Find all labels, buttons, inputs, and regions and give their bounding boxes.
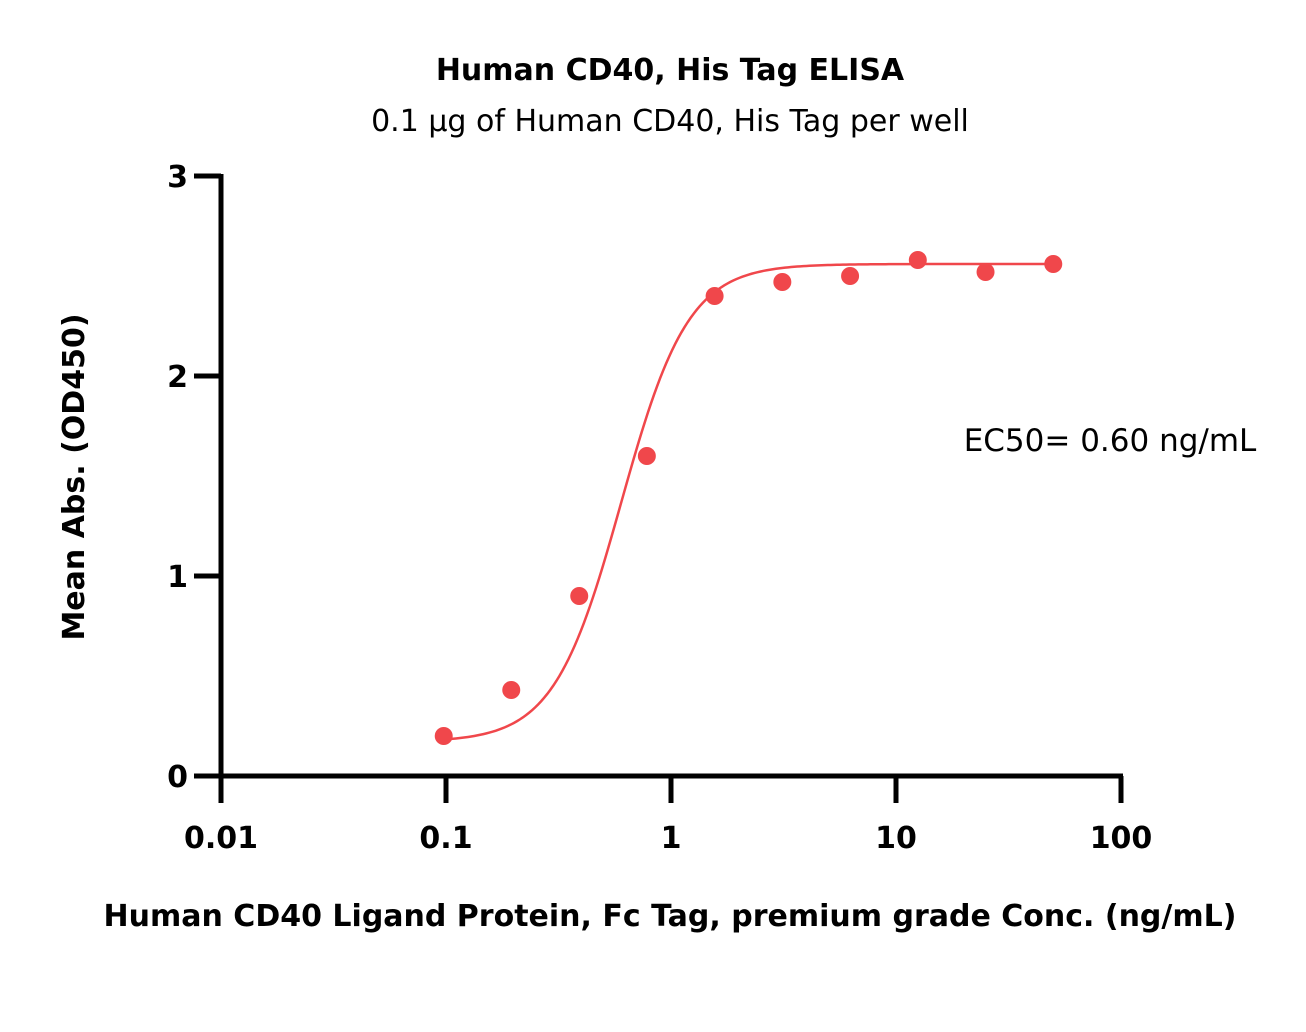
y-tick-label-2: 2 — [167, 360, 188, 395]
data-point-0 — [434, 727, 453, 745]
x-tick-label-1: 0.1 — [419, 821, 472, 856]
y-tick-label-1: 1 — [167, 560, 188, 595]
x-tick-label-0: 0.01 — [184, 821, 258, 856]
y-tick-label-0: 0 — [167, 760, 188, 795]
annotation-ec50: EC50= 0.60 ng/mL — [964, 423, 1257, 459]
x-tick-label-3: 10 — [875, 821, 917, 856]
chart-title: Human CD40, His Tag ELISA — [436, 53, 905, 88]
chart-subtitle: 0.1 μg of Human CD40, His Tag per well — [371, 104, 969, 139]
data-point-4 — [705, 287, 724, 305]
data-point-2 — [570, 587, 589, 605]
y-tick-label-3: 3 — [167, 160, 188, 195]
data-point-1 — [502, 681, 521, 699]
data-point-5 — [773, 273, 792, 291]
data-point-6 — [841, 267, 860, 285]
data-point-9 — [1044, 255, 1063, 273]
x-tick-label-2: 1 — [661, 821, 682, 856]
y-axis-label: Mean Abs. (OD450) — [57, 313, 92, 640]
data-point-7 — [908, 251, 927, 269]
data-point-8 — [976, 263, 995, 281]
x-axis-label: Human CD40 Ligand Protein, Fc Tag, premi… — [104, 899, 1237, 934]
fit-curve — [443, 262, 1054, 741]
plot-area: 0 1 2 3 0.01 0.1 1 10 100 — [167, 160, 1152, 856]
data-point-3 — [637, 447, 656, 465]
x-tick-label-4: 100 — [1090, 821, 1153, 856]
